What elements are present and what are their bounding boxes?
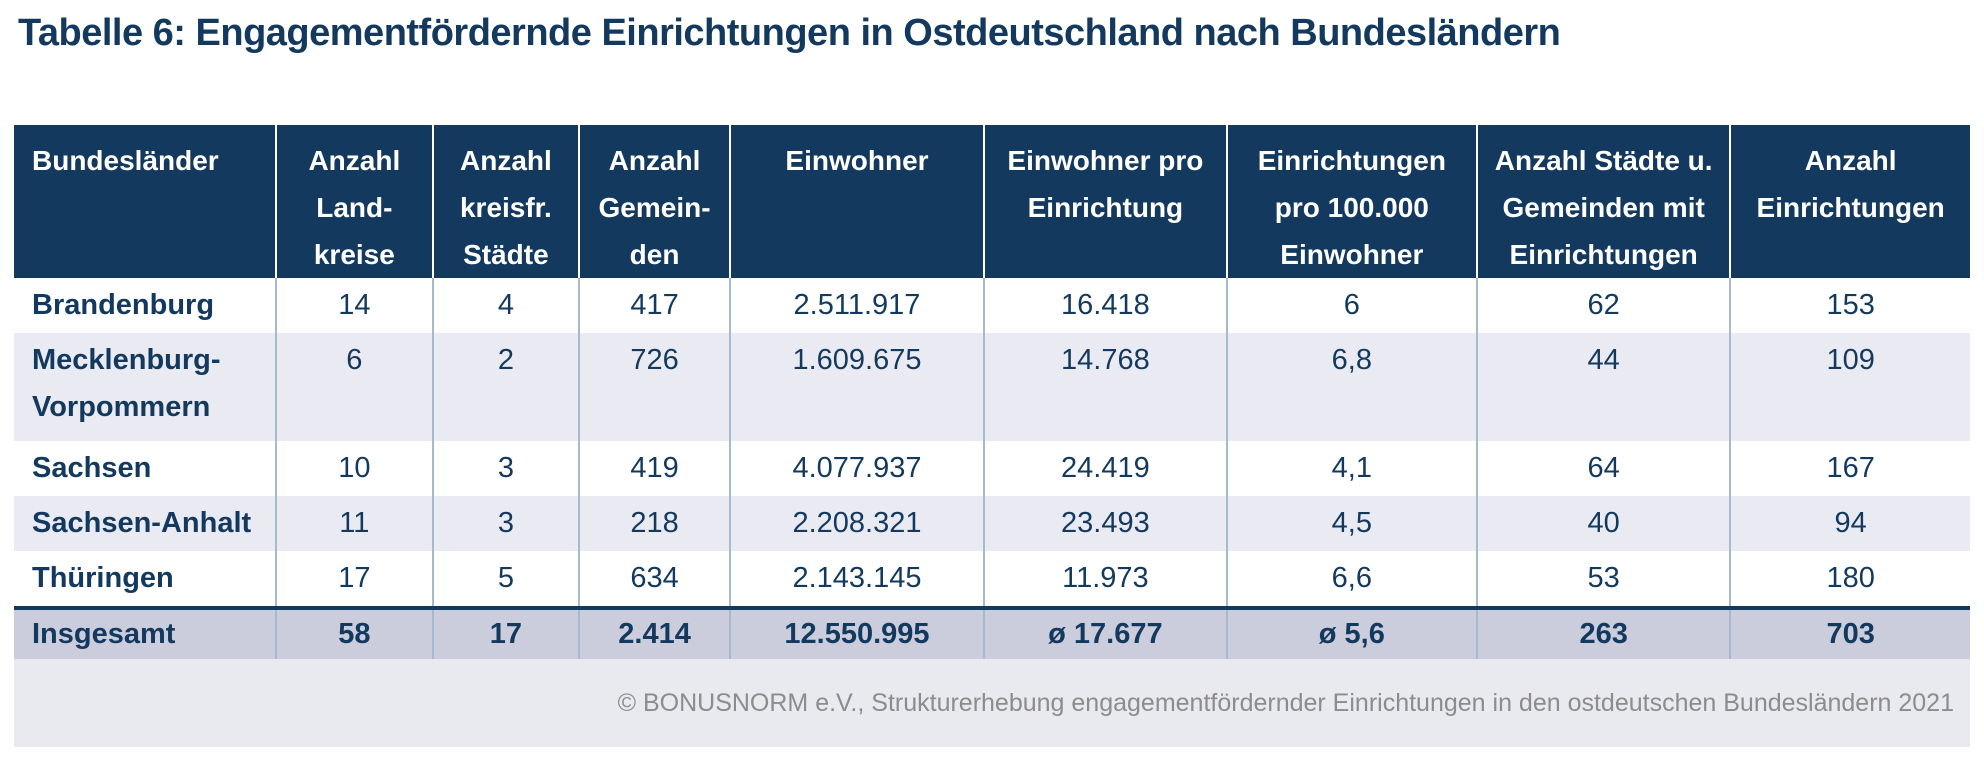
row-label: Brandenburg <box>14 278 278 333</box>
data-cell: 726 <box>579 333 731 441</box>
data-cell: 44 <box>1477 333 1732 441</box>
table-row-mecklenburg-vorpommern: Mecklenburg- Vorpommern 6 2 726 1.609.67… <box>14 333 1970 441</box>
header-cell-einwohner: Einwohner <box>729 125 986 278</box>
data-cell: 14 <box>276 278 434 333</box>
header-cell-landkreise: Anzahl Land- kreise <box>276 125 434 278</box>
total-cell: ø 5,6 <box>1226 606 1479 659</box>
header-cell-anzahl-einrichtungen: Anzahl Einrichtungen <box>1730 125 1970 278</box>
total-row: Insgesamt 58 17 2.414 12.550.995 ø 17.67… <box>14 606 1970 659</box>
data-cell: 180 <box>1730 551 1970 608</box>
data-cell: 1.609.675 <box>729 333 986 441</box>
data-cell: 153 <box>1730 278 1970 333</box>
data-cell: 53 <box>1477 551 1732 608</box>
data-cell: 17 <box>276 551 434 608</box>
data-cell: 218 <box>579 496 731 551</box>
table-body: Brandenburg 14 4 417 2.511.917 16.418 6 … <box>14 278 1970 608</box>
data-cell: 24.419 <box>984 441 1228 496</box>
table-row-sachsen-anhalt: Sachsen-Anhalt 11 3 218 2.208.321 23.493… <box>14 496 1970 551</box>
header-cell-einrichtungen-pro-100000: Einrichtungen pro 100.000 Einwohner <box>1226 125 1479 278</box>
total-cell: ø 17.677 <box>984 606 1228 659</box>
table-footer: Insgesamt 58 17 2.414 12.550.995 ø 17.67… <box>14 606 1970 659</box>
header-cell-kreisfreie-staedte: Anzahl kreisfr. Städte <box>432 125 581 278</box>
data-cell: 419 <box>579 441 731 496</box>
data-cell: 2.511.917 <box>729 278 986 333</box>
data-cell: 6 <box>276 333 434 441</box>
data-cell: 11.973 <box>984 551 1228 608</box>
row-label: Sachsen <box>14 441 278 496</box>
data-cell: 109 <box>1730 333 1970 441</box>
data-cell: 40 <box>1477 496 1732 551</box>
page-title: Tabelle 6: Engagementfördernde Einrichtu… <box>18 12 1561 54</box>
data-cell: 62 <box>1477 278 1732 333</box>
data-cell: 4.077.937 <box>729 441 986 496</box>
data-cell: 2.208.321 <box>729 496 986 551</box>
row-label: Mecklenburg- Vorpommern <box>14 333 278 441</box>
header-row: Bundesländer Anzahl Land- kreise Anzahl … <box>14 125 1970 278</box>
source-bar: © BONUSNORM e.V., Strukturerhebung engag… <box>14 659 1970 747</box>
table-row-sachsen: Sachsen 10 3 419 4.077.937 24.419 4,1 64… <box>14 441 1970 496</box>
total-cell: 17 <box>432 606 581 659</box>
data-cell: 23.493 <box>984 496 1228 551</box>
source-note: © BONUSNORM e.V., Strukturerhebung engag… <box>617 688 1954 717</box>
total-cell: 703 <box>1730 606 1970 659</box>
row-label: Thüringen <box>14 551 278 608</box>
data-cell: 10 <box>276 441 434 496</box>
data-cell: 6,6 <box>1226 551 1479 608</box>
data-cell: 417 <box>579 278 731 333</box>
total-label: Insgesamt <box>14 606 278 659</box>
data-cell: 2.143.145 <box>729 551 986 608</box>
data-cell: 634 <box>579 551 731 608</box>
header-cell-einwohner-pro-einrichtung: Einwohner pro Einrichtung <box>984 125 1228 278</box>
total-cell: 2.414 <box>579 606 731 659</box>
data-cell: 4,5 <box>1226 496 1479 551</box>
data-cell: 167 <box>1730 441 1970 496</box>
data-cell: 3 <box>432 441 581 496</box>
total-cell: 12.550.995 <box>729 606 986 659</box>
data-cell: 16.418 <box>984 278 1228 333</box>
data-cell: 6 <box>1226 278 1479 333</box>
data-cell: 11 <box>276 496 434 551</box>
row-label: Sachsen-Anhalt <box>14 496 278 551</box>
total-cell: 58 <box>276 606 434 659</box>
data-table: Bundesländer Anzahl Land- kreise Anzahl … <box>14 125 1970 659</box>
data-cell: 64 <box>1477 441 1732 496</box>
header-cell-bundeslaender: Bundesländer <box>14 125 278 278</box>
data-cell: 94 <box>1730 496 1970 551</box>
data-cell: 6,8 <box>1226 333 1479 441</box>
table-header: Bundesländer Anzahl Land- kreise Anzahl … <box>14 125 1970 278</box>
data-cell: 14.768 <box>984 333 1228 441</box>
data-cell: 4,1 <box>1226 441 1479 496</box>
data-cell: 4 <box>432 278 581 333</box>
header-cell-gemeinden: Anzahl Gemein- den <box>579 125 731 278</box>
data-cell: 3 <box>432 496 581 551</box>
table-row-thueringen: Thüringen 17 5 634 2.143.145 11.973 6,6 … <box>14 551 1970 608</box>
data-cell: 5 <box>432 551 581 608</box>
table-container: Bundesländer Anzahl Land- kreise Anzahl … <box>14 125 1970 747</box>
table-row-brandenburg: Brandenburg 14 4 417 2.511.917 16.418 6 … <box>14 278 1970 333</box>
data-cell: 2 <box>432 333 581 441</box>
total-cell: 263 <box>1477 606 1732 659</box>
header-cell-staedte-gemeinden-mit-einrichtungen: Anzahl Städte u. Gemeinden mit Einrichtu… <box>1477 125 1732 278</box>
